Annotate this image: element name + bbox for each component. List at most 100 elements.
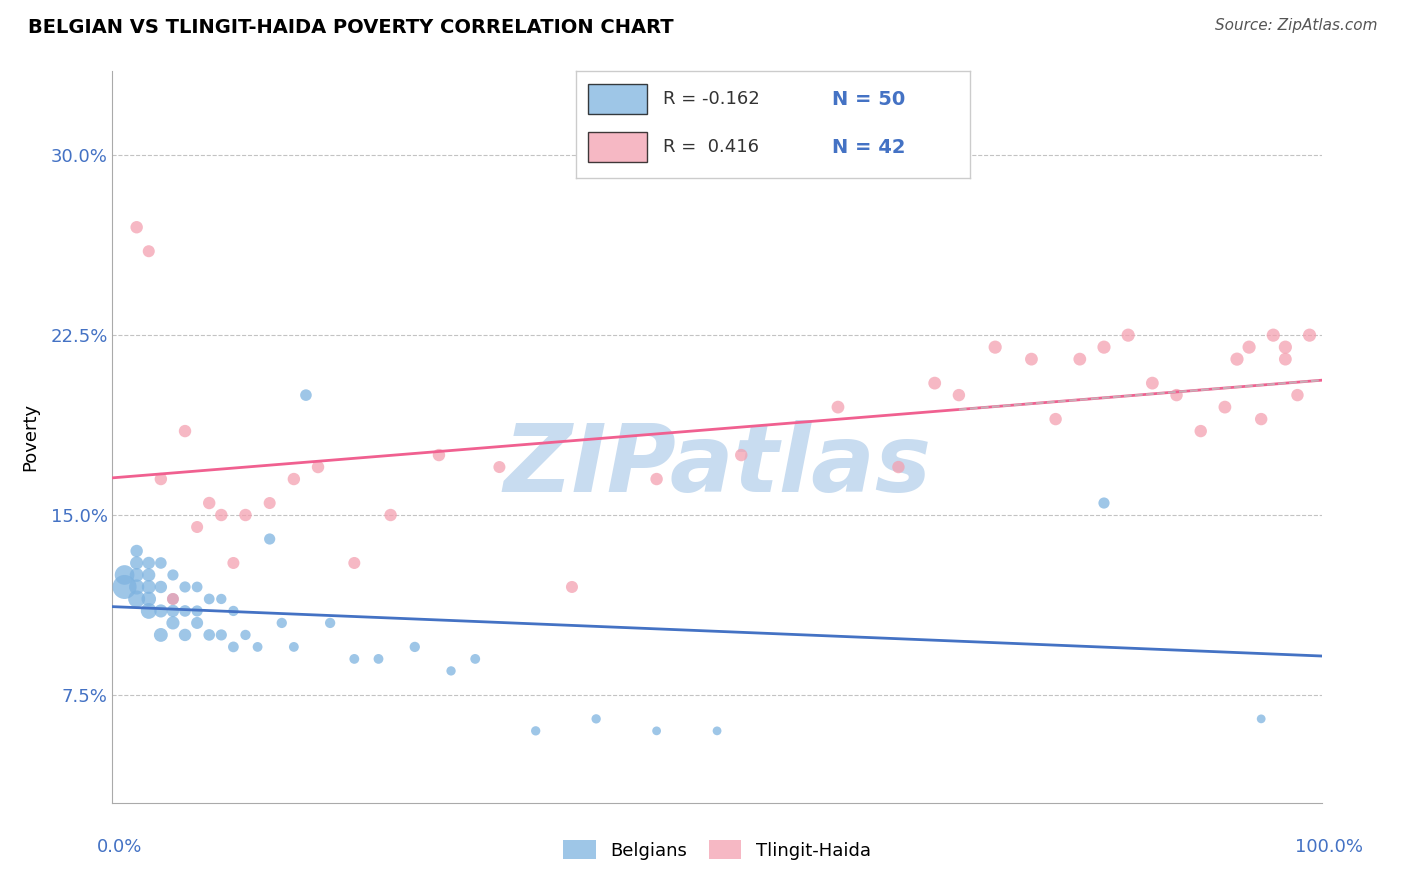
Point: [162, 615, 184, 630]
Text: Source: ZipAtlas.com: Source: ZipAtlas.com: [1215, 18, 1378, 33]
Point: [585, 712, 607, 726]
Point: [114, 568, 136, 582]
Point: [125, 556, 148, 570]
Point: [235, 628, 257, 642]
Point: [174, 580, 197, 594]
Text: BELGIAN VS TLINGIT-HAIDA POVERTY CORRELATION CHART: BELGIAN VS TLINGIT-HAIDA POVERTY CORRELA…: [28, 18, 673, 37]
Point: [125, 568, 148, 582]
Point: [125, 580, 148, 594]
Point: [307, 460, 329, 475]
Point: [948, 388, 970, 402]
Point: [174, 628, 197, 642]
Point: [162, 568, 184, 582]
Point: [125, 544, 148, 558]
Point: [186, 580, 208, 594]
Point: [222, 604, 245, 618]
Point: [235, 508, 257, 522]
Point: [209, 508, 232, 522]
Point: [1250, 712, 1272, 726]
Point: [1298, 328, 1320, 343]
Text: R =  0.416: R = 0.416: [664, 138, 759, 156]
Point: [198, 591, 221, 606]
Text: R = -0.162: R = -0.162: [664, 90, 759, 108]
Point: [138, 591, 160, 606]
Text: N = 42: N = 42: [832, 138, 905, 157]
Point: [198, 628, 221, 642]
Point: [1250, 412, 1272, 426]
Point: [1142, 376, 1164, 391]
Point: [1237, 340, 1260, 354]
Point: [1045, 412, 1067, 426]
Point: [162, 604, 184, 618]
Point: [125, 591, 148, 606]
Y-axis label: Poverty: Poverty: [21, 403, 39, 471]
Point: [162, 591, 184, 606]
Point: [645, 723, 668, 738]
Point: [827, 400, 849, 414]
Point: [440, 664, 463, 678]
Point: [1226, 352, 1249, 367]
Point: [645, 472, 668, 486]
Point: [367, 652, 389, 666]
Point: [149, 628, 172, 642]
Point: [404, 640, 426, 654]
Point: [222, 640, 245, 654]
Point: [984, 340, 1007, 354]
Point: [198, 496, 221, 510]
Point: [1069, 352, 1091, 367]
Point: [149, 604, 172, 618]
Point: [138, 244, 160, 259]
Text: 100.0%: 100.0%: [1295, 838, 1362, 855]
Point: [295, 388, 318, 402]
Point: [149, 580, 172, 594]
Point: [174, 424, 197, 438]
Point: [186, 604, 208, 618]
Point: [283, 472, 305, 486]
Point: [186, 520, 208, 534]
Point: [259, 496, 281, 510]
Point: [1116, 328, 1139, 343]
Point: [138, 556, 160, 570]
Point: [1021, 352, 1043, 367]
Point: [1092, 496, 1115, 510]
Point: [138, 580, 160, 594]
Point: [561, 580, 583, 594]
Point: [380, 508, 402, 522]
Point: [125, 220, 148, 235]
Point: [706, 723, 728, 738]
Point: [524, 723, 547, 738]
Point: [924, 376, 946, 391]
Point: [283, 640, 305, 654]
FancyBboxPatch shape: [588, 84, 647, 114]
Point: [259, 532, 281, 546]
Point: [149, 556, 172, 570]
FancyBboxPatch shape: [588, 132, 647, 162]
Point: [174, 604, 197, 618]
Point: [138, 568, 160, 582]
Point: [162, 591, 184, 606]
Point: [343, 556, 366, 570]
Point: [1274, 340, 1296, 354]
Point: [270, 615, 292, 630]
Point: [149, 472, 172, 486]
Point: [319, 615, 342, 630]
Point: [209, 591, 232, 606]
Point: [209, 628, 232, 642]
Point: [246, 640, 269, 654]
Point: [488, 460, 510, 475]
Text: 0.0%: 0.0%: [97, 838, 142, 855]
Point: [1213, 400, 1236, 414]
Point: [1286, 388, 1309, 402]
Point: [1189, 424, 1212, 438]
Point: [730, 448, 752, 462]
Point: [343, 652, 366, 666]
Text: N = 50: N = 50: [832, 90, 905, 109]
Point: [1166, 388, 1188, 402]
Legend: Belgians, Tlingit-Haida: Belgians, Tlingit-Haida: [557, 833, 877, 867]
Point: [114, 580, 136, 594]
Point: [427, 448, 450, 462]
Point: [138, 604, 160, 618]
Point: [464, 652, 486, 666]
Point: [1092, 340, 1115, 354]
Point: [186, 615, 208, 630]
